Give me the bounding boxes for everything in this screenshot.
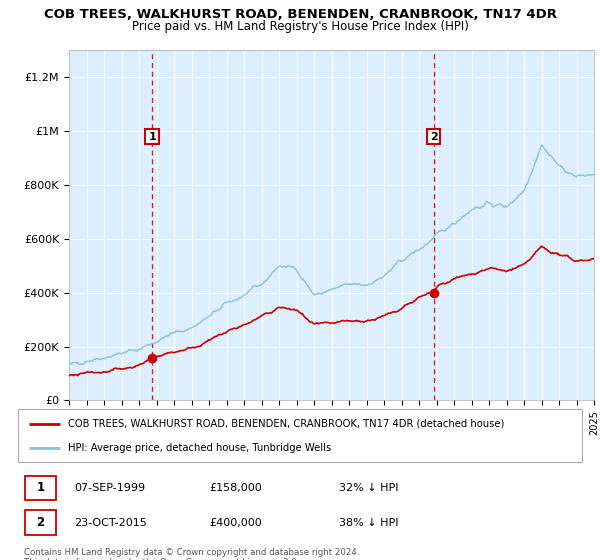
Text: 32% ↓ HPI: 32% ↓ HPI <box>340 483 399 493</box>
Text: 38% ↓ HPI: 38% ↓ HPI <box>340 518 399 528</box>
Text: 2: 2 <box>36 516 44 529</box>
FancyBboxPatch shape <box>18 409 582 462</box>
FancyBboxPatch shape <box>25 510 56 535</box>
Text: 07-SEP-1999: 07-SEP-1999 <box>74 483 146 493</box>
Text: 2: 2 <box>430 132 437 142</box>
Text: Price paid vs. HM Land Registry's House Price Index (HPI): Price paid vs. HM Land Registry's House … <box>131 20 469 32</box>
Text: £400,000: £400,000 <box>210 518 263 528</box>
Text: COB TREES, WALKHURST ROAD, BENENDEN, CRANBROOK, TN17 4DR: COB TREES, WALKHURST ROAD, BENENDEN, CRA… <box>44 8 557 21</box>
Text: Contains HM Land Registry data © Crown copyright and database right 2024.
This d: Contains HM Land Registry data © Crown c… <box>24 548 359 560</box>
Text: 1: 1 <box>36 482 44 494</box>
Text: £158,000: £158,000 <box>210 483 263 493</box>
Text: 23-OCT-2015: 23-OCT-2015 <box>74 518 147 528</box>
Text: 1: 1 <box>148 132 156 142</box>
Text: HPI: Average price, detached house, Tunbridge Wells: HPI: Average price, detached house, Tunb… <box>68 443 331 453</box>
Text: COB TREES, WALKHURST ROAD, BENENDEN, CRANBROOK, TN17 4DR (detached house): COB TREES, WALKHURST ROAD, BENENDEN, CRA… <box>68 419 504 429</box>
FancyBboxPatch shape <box>25 475 56 501</box>
